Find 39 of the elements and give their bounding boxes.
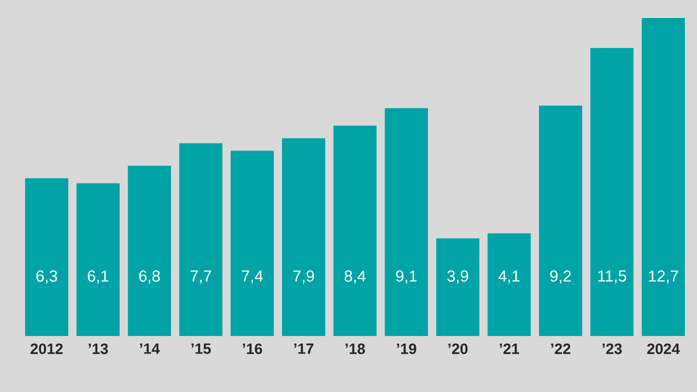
x-tick-label: ’20	[448, 344, 468, 354]
data-label: 6,3	[36, 270, 58, 284]
bar	[333, 126, 377, 336]
data-label: 3,9	[447, 270, 468, 284]
data-label: 7,9	[293, 270, 314, 284]
bar	[282, 138, 326, 336]
data-label: 8,4	[344, 270, 366, 284]
bar	[642, 18, 685, 336]
x-tick-label: ’16	[242, 344, 262, 354]
x-tick-label: ’14	[140, 344, 160, 354]
x-tick-label: ’18	[346, 344, 365, 354]
x-tick-label: 2012	[30, 344, 63, 354]
data-label: 6,1	[88, 270, 108, 284]
x-tick-label: ’17	[294, 344, 314, 354]
bar	[25, 178, 68, 336]
data-label: 7,4	[242, 270, 263, 284]
bar	[590, 48, 634, 336]
data-label: 12,7	[649, 270, 678, 284]
data-label: 6,8	[139, 270, 160, 284]
x-tick-label: ’21	[500, 344, 520, 354]
x-tick-label: ’13	[88, 344, 108, 354]
bar	[230, 150, 274, 336]
bar	[128, 166, 172, 336]
bar	[538, 106, 582, 336]
bar	[384, 108, 428, 336]
bar	[179, 143, 222, 336]
x-tick-label: 2024	[647, 344, 680, 354]
data-label: 11,5	[598, 270, 626, 284]
x-tick-label: ’19	[397, 344, 416, 354]
x-tick-label: ’23	[602, 344, 622, 354]
bar	[488, 233, 531, 336]
data-label: 9,2	[550, 270, 571, 284]
bar	[436, 238, 480, 336]
data-label: 4,1	[498, 270, 520, 284]
x-tick-label: ’22	[551, 344, 570, 354]
bar	[76, 183, 120, 336]
x-tick-label: ’15	[191, 344, 211, 354]
data-label: 7,7	[190, 270, 212, 284]
data-label: 9,1	[396, 270, 417, 284]
